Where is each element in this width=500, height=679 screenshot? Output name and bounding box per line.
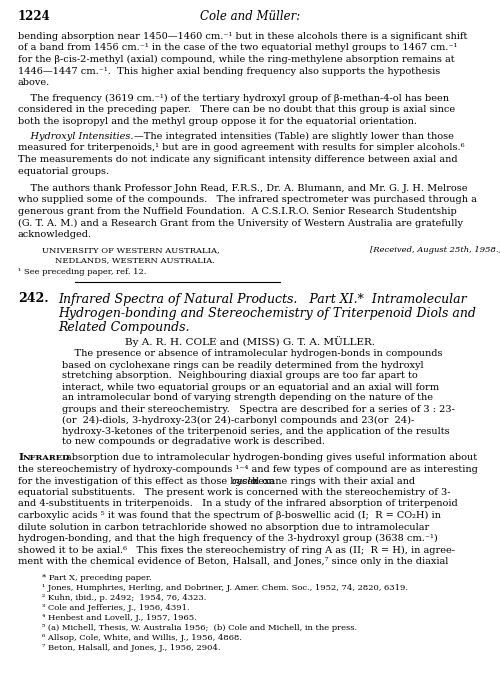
Text: Infrared Spectra of Natural Products.   Part XI.*  Intramolecular: Infrared Spectra of Natural Products. Pa… — [58, 293, 467, 306]
Text: ¹ Jones, Humphries, Herling, and Dobriner, J. Amer. Chem. Soc., 1952, 74, 2820, : ¹ Jones, Humphries, Herling, and Dobrine… — [42, 583, 408, 591]
Text: Hydrogen-bonding and Stereochemistry of Triterpenoid Diols and: Hydrogen-bonding and Stereochemistry of … — [58, 306, 476, 320]
Text: 1446—1447 cm.⁻¹.  This higher axial bending frequency also supports the hypothes: 1446—1447 cm.⁻¹. This higher axial bendi… — [18, 67, 440, 75]
Text: ⁷ Beton, Halsall, and Jones, J., 1956, 2904.: ⁷ Beton, Halsall, and Jones, J., 1956, 2… — [42, 644, 220, 651]
Text: interact, while two equatorial groups or an equatorial and an axial will form: interact, while two equatorial groups or… — [62, 382, 439, 392]
Text: both the isopropyl and the methyl group oppose it for the equatorial orientation: both the isopropyl and the methyl group … — [18, 117, 417, 126]
Text: bending absorption near 1450—1460 cm.⁻¹ but in these alcohols there is a signifi: bending absorption near 1450—1460 cm.⁻¹ … — [18, 32, 468, 41]
Text: ⁴ Henbest and Lovell, J., 1957, 1965.: ⁴ Henbest and Lovell, J., 1957, 1965. — [42, 614, 197, 621]
Text: for the investigation of this effect as those based on: for the investigation of this effect as … — [18, 477, 278, 485]
Text: ⁶ Allsop, Cole, White, and Willis, J., 1956, 4868.: ⁶ Allsop, Cole, White, and Willis, J., 1… — [42, 634, 242, 642]
Text: stretching absorption.  Neighbouring diaxial groups are too far apart to: stretching absorption. Neighbouring diax… — [62, 371, 418, 380]
Text: based on cyclohexane rings can be readily determined from the hydroxyl: based on cyclohexane rings can be readil… — [62, 361, 424, 369]
Text: NEDLANDS, WESTERN AUSTRALIA.: NEDLANDS, WESTERN AUSTRALIA. — [55, 257, 215, 265]
Text: * Part X, preceding paper.: * Part X, preceding paper. — [42, 574, 152, 581]
Text: above.: above. — [18, 78, 50, 87]
Text: The presence or absence of intramolecular hydrogen-bonds in compounds: The presence or absence of intramolecula… — [62, 350, 442, 359]
Text: (G. T. A. M.) and a Research Grant from the University of Western Australia are : (G. T. A. M.) and a Research Grant from … — [18, 219, 463, 227]
Text: an intramolecular bond of varying strength depending on the nature of the: an intramolecular bond of varying streng… — [62, 394, 433, 403]
Text: dilute solution in carbon tetrachloride showed no absorption due to intramolecul: dilute solution in carbon tetrachloride … — [18, 523, 429, 532]
Text: and 4-substituents in triterpenoids.   In a study of the infrared absorption of : and 4-substituents in triterpenoids. In … — [18, 500, 458, 509]
Text: for the β‐cis-2-methyl (axial) compound, while the ring-methylene absorption rem: for the β‐cis-2-methyl (axial) compound,… — [18, 55, 454, 64]
Text: ³ Cole and Jefferies, J., 1956, 4391.: ³ Cole and Jefferies, J., 1956, 4391. — [42, 604, 190, 612]
Text: —The integrated intensities (Table) are slightly lower than those: —The integrated intensities (Table) are … — [134, 132, 454, 141]
Text: groups and their stereochemistry.   Spectra are described for a series of 3 : 23: groups and their stereochemistry. Spectr… — [62, 405, 455, 414]
Text: ⁵ (a) Michell, Thesis, W. Australia 1956;  (b) Cole and Michell, in the press.: ⁵ (a) Michell, Thesis, W. Australia 1956… — [42, 623, 357, 631]
Text: 1224: 1224 — [18, 10, 51, 23]
Text: (or  24)-diols, 3-hydroxy-23(or 24)-carbonyl compounds and 23(or  24)-: (or 24)-diols, 3-hydroxy-23(or 24)-carbo… — [62, 416, 414, 424]
Text: Related Compounds.: Related Compounds. — [58, 320, 190, 333]
Text: ² Kuhn, ibid., p. 2492;  1954, 76, 4323.: ² Kuhn, ibid., p. 2492; 1954, 76, 4323. — [42, 593, 206, 602]
Text: equatorial groups.: equatorial groups. — [18, 166, 109, 175]
Text: of a band from 1456 cm.⁻¹ in the case of the two equatorial methyl groups to 146: of a band from 1456 cm.⁻¹ in the case of… — [18, 43, 458, 52]
Text: showed it to be axial.⁶   This fixes the stereochemistry of ring A as (II;  R = : showed it to be axial.⁶ This fixes the s… — [18, 545, 455, 555]
Text: hexane rings with their axial and: hexane rings with their axial and — [252, 477, 416, 485]
Text: ¹ See preceding paper, ref. 12.: ¹ See preceding paper, ref. 12. — [18, 268, 146, 276]
Text: I: I — [18, 454, 23, 462]
Text: The measurements do not indicate any significant intensity difference between ax: The measurements do not indicate any sig… — [18, 155, 458, 164]
Text: Hydroxyl Intensities.: Hydroxyl Intensities. — [18, 132, 134, 141]
Text: The frequency (3619 cm.⁻¹) of the tertiary hydroxyl group of β-methan-4-ol has b: The frequency (3619 cm.⁻¹) of the tertia… — [18, 94, 449, 103]
Text: equatorial substituents.   The present work is concerned with the stereochemistr: equatorial substituents. The present wor… — [18, 488, 450, 497]
Text: acknowledged.: acknowledged. — [18, 230, 92, 239]
Text: hydroxy-3-ketones of the triterpenoid series, and the application of the results: hydroxy-3-ketones of the triterpenoid se… — [62, 426, 450, 435]
Text: carboxylic acids ⁵ it was found that the spectrum of β-boswellic acid (I;  R = C: carboxylic acids ⁵ it was found that the… — [18, 511, 441, 520]
Text: absorption due to intramolecular hydrogen-bonding gives useful information about: absorption due to intramolecular hydroge… — [66, 454, 477, 462]
Text: cyclo: cyclo — [232, 477, 257, 485]
Text: By A. R. H. COLE and (MISS) G. T. A. MÜLLER.: By A. R. H. COLE and (MISS) G. T. A. MÜL… — [125, 337, 375, 348]
Text: considered in the preceding paper.   There can be no doubt that this group is ax: considered in the preceding paper. There… — [18, 105, 455, 114]
Text: who supplied some of the compounds.   The infrared spectrometer was purchased th: who supplied some of the compounds. The … — [18, 196, 477, 204]
Text: ment with the chemical evidence of Beton, Halsall, and Jones,⁷ since only in the: ment with the chemical evidence of Beton… — [18, 557, 448, 566]
Text: the stereochemistry of hydroxy-compounds ¹⁻⁴ and few types of compound are as in: the stereochemistry of hydroxy-compounds… — [18, 465, 478, 474]
Text: The authors thank Professor John Read, F.R.S., Dr. A. Blumann, and Mr. G. J. H. : The authors thank Professor John Read, F… — [18, 184, 468, 193]
Text: 242.: 242. — [18, 293, 48, 306]
Text: UNIVERSITY OF WESTERN AUSTRALIA,: UNIVERSITY OF WESTERN AUSTRALIA, — [42, 246, 220, 255]
Text: measured for triterpenoids,¹ but are in good agreement with results for simpler : measured for triterpenoids,¹ but are in … — [18, 143, 464, 153]
Text: Cole and Müller:: Cole and Müller: — [200, 10, 300, 23]
Text: NFRARED: NFRARED — [23, 454, 70, 462]
Text: to new compounds or degradative work is described.: to new compounds or degradative work is … — [62, 437, 325, 447]
Text: hydrogen-bonding, and that the high frequency of the 3-hydroxyl group (3638 cm.⁻: hydrogen-bonding, and that the high freq… — [18, 534, 438, 543]
Text: [Received, August 25th, 1958.]: [Received, August 25th, 1958.] — [370, 246, 500, 255]
Text: generous grant from the Nuffield Foundation.  A C.S.I.R.O. Senior Research Stude: generous grant from the Nuffield Foundat… — [18, 207, 457, 216]
